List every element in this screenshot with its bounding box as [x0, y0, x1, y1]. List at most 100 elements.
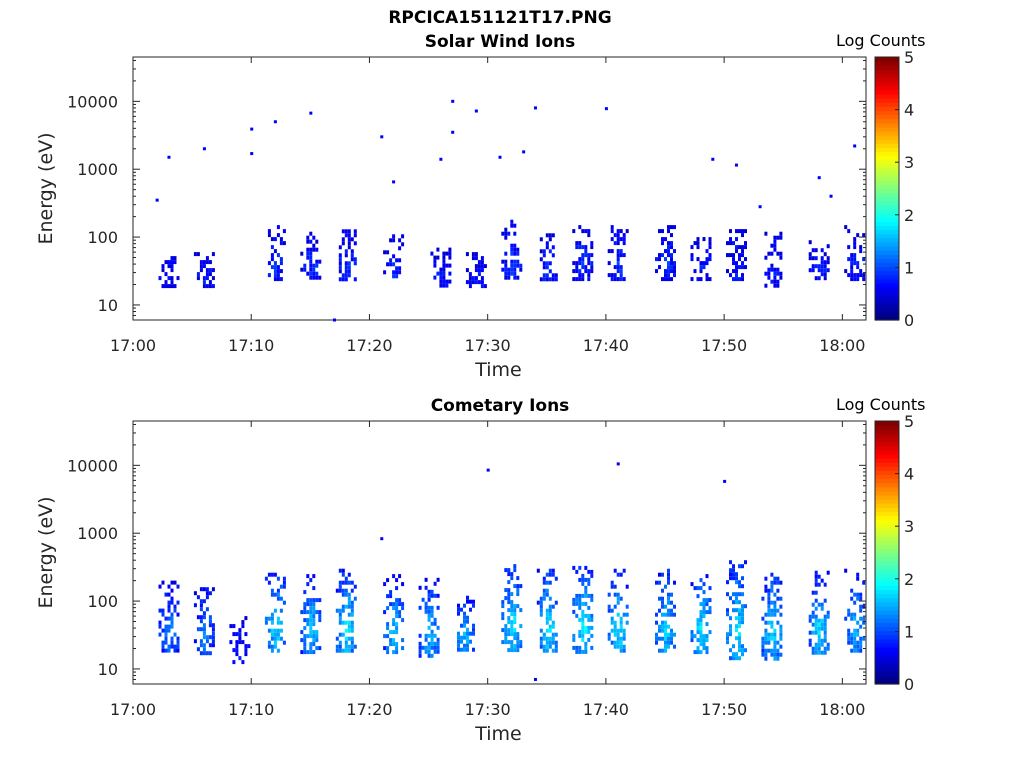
- heatmap-cell: [670, 257, 673, 262]
- heatmap-cell: [554, 277, 558, 282]
- heatmap-cell: [578, 565, 582, 570]
- heatmap-cell: [306, 618, 310, 623]
- colorbar-segment: [875, 642, 899, 648]
- heatmap-cell: [699, 650, 703, 655]
- heatmap-cell: [542, 592, 546, 597]
- heatmap-cell: [193, 252, 197, 257]
- heatmap-cell: [670, 245, 673, 250]
- heatmap-cell: [667, 612, 670, 617]
- heatmap-cell: [315, 247, 319, 252]
- heatmap-cell: [460, 635, 463, 640]
- heatmap-cell: [726, 640, 729, 645]
- heatmap-cell: [554, 600, 558, 605]
- heatmap-cell: [554, 648, 558, 653]
- heatmap-cell: [619, 648, 623, 653]
- heatmap-cell: [744, 245, 747, 250]
- heatmap-cell: [202, 599, 206, 604]
- heatmap-cell: [507, 568, 511, 573]
- heatmap-cell: [474, 276, 478, 281]
- heatmap-cell: [303, 634, 307, 639]
- colorbar-segment: [875, 474, 899, 480]
- heatmap-cell: [708, 610, 712, 615]
- heatmap-cell: [767, 596, 771, 601]
- colorbar-segment: [875, 246, 899, 251]
- heatmap-cell: [581, 265, 585, 270]
- heatmap-cell: [199, 260, 203, 265]
- heatmap-cell: [814, 622, 818, 627]
- heatmap-cell: [389, 594, 393, 599]
- heatmap-cell: [705, 574, 709, 579]
- heatmap-cell: [826, 260, 830, 265]
- heatmap-cell: [773, 600, 777, 605]
- heatmap-cell: [667, 592, 670, 597]
- heatmap-cell: [741, 564, 744, 569]
- heatmap-cell: [850, 648, 854, 653]
- heatmap-cell: [667, 241, 670, 246]
- heatmap-cell: [744, 265, 747, 270]
- heatmap-cell: [584, 565, 588, 570]
- heatmap-cell: [282, 580, 286, 585]
- heatmap-cell: [741, 620, 744, 625]
- heatmap-cell: [427, 641, 431, 646]
- heatmap-cell: [814, 626, 818, 631]
- heatmap-cell: [211, 276, 215, 281]
- heatmap-cell: [344, 580, 348, 585]
- heatmap-cell: [590, 617, 594, 622]
- heatmap-cell: [273, 269, 277, 274]
- heatmap-cell: [773, 628, 777, 633]
- heatmap-cell: [480, 280, 484, 285]
- heatmap-cell: [820, 626, 824, 631]
- heatmap-cell: [729, 241, 732, 246]
- heatmap-cell: [442, 275, 446, 280]
- heatmap-cell: [551, 632, 555, 637]
- heatmap-cell: [303, 650, 307, 655]
- heatmap-cell: [850, 261, 854, 266]
- heatmap-cell: [847, 640, 851, 645]
- heatmap-cell: [205, 276, 209, 281]
- colorbar-segment: [875, 511, 899, 517]
- heatmap-cell: [850, 616, 854, 621]
- colorbar-segment: [875, 163, 899, 169]
- heatmap-cell: [309, 630, 313, 635]
- heatmap-cell: [859, 604, 863, 609]
- heatmap-cell: [699, 642, 703, 647]
- colorbar-segment: [875, 192, 899, 198]
- heatmap-cell: [167, 644, 171, 649]
- heatmap-cell: [856, 265, 860, 270]
- heatmap-cell: [167, 284, 171, 289]
- heatmap-cell: [667, 644, 670, 649]
- colorbar-segment: [875, 229, 899, 235]
- heatmap-cell: [696, 618, 700, 623]
- heatmap-cell: [350, 624, 354, 629]
- heatmap-cell: [344, 648, 348, 653]
- heatmap-cell: [726, 592, 729, 597]
- heatmap-cell: [344, 628, 348, 633]
- heatmap-cell: [344, 261, 348, 266]
- heatmap-cell: [705, 622, 709, 627]
- heatmap-cell: [395, 610, 399, 615]
- heatmap-cell: [770, 600, 774, 605]
- heatmap-cell: [773, 592, 777, 597]
- colorbar-segment: [875, 507, 899, 513]
- heatmap-cell: [551, 233, 555, 238]
- colorbar-segment: [875, 176, 899, 181]
- colorbar-segment: [875, 663, 899, 669]
- heatmap-cell: [554, 640, 558, 645]
- heatmap-cell: [587, 637, 591, 642]
- heatmap-cell: [418, 633, 422, 638]
- heatmap-cell: [232, 660, 236, 665]
- colorbar-segment: [875, 651, 899, 656]
- heatmap-cell: [306, 247, 310, 252]
- heatmap-cell: [276, 233, 280, 238]
- colorbar-segment: [875, 581, 899, 586]
- heatmap-cell: [741, 277, 744, 282]
- colorbar-tick-label: 1: [904, 622, 914, 641]
- heatmap-cell: [510, 612, 514, 617]
- heatmap-cell: [273, 636, 277, 641]
- heatmap-cell: [664, 612, 667, 617]
- heatmap-cell: [436, 637, 440, 642]
- heatmap-cell: [581, 637, 585, 642]
- heatmap-cell: [167, 608, 171, 613]
- heatmap-cell: [548, 604, 552, 609]
- heatmap-cell: [303, 642, 307, 647]
